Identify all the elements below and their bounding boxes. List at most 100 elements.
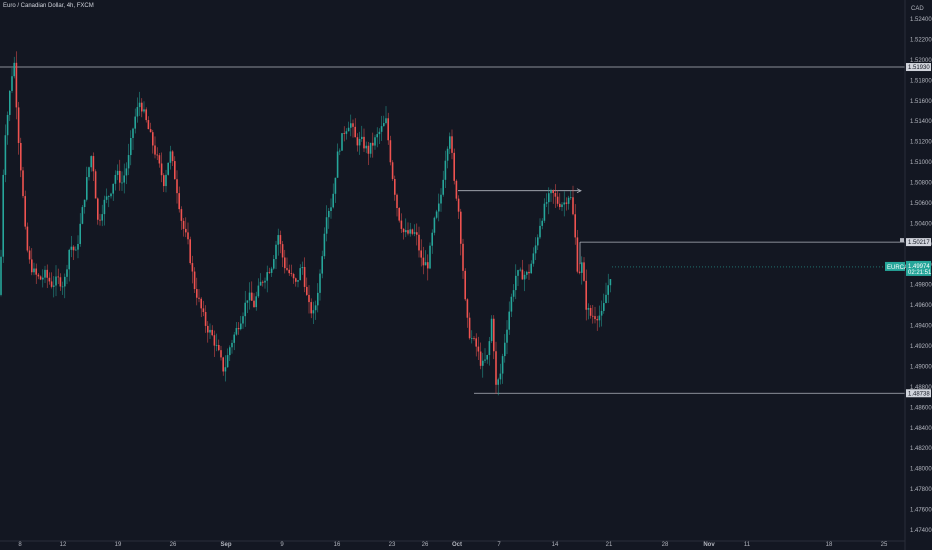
candle-body (600, 310, 603, 316)
candle-body (103, 199, 106, 215)
candle-body (4, 135, 7, 175)
candle-body (323, 233, 326, 257)
candle-body (559, 203, 561, 208)
candle-body (134, 116, 136, 129)
candle-body (231, 342, 233, 348)
candle-body (281, 244, 284, 258)
x-tick-label: 14 (552, 542, 559, 548)
candle-body (160, 163, 163, 176)
candle-body (345, 131, 348, 134)
symbol-tag: EURCAD (887, 265, 913, 271)
candle-body (66, 269, 68, 277)
candle-body (515, 275, 517, 291)
candle-body (266, 272, 268, 281)
candle-body (167, 162, 169, 175)
candle-body (438, 203, 440, 212)
x-tick-label: 11 (744, 542, 751, 548)
candle-body (539, 225, 541, 238)
candle-body (416, 232, 418, 235)
candle-body (13, 62, 15, 77)
candle-body (253, 300, 255, 308)
candle-body (59, 277, 62, 287)
candle-body (354, 126, 356, 138)
y-tick-label: 1.48600 (910, 405, 932, 411)
candle-body (196, 289, 198, 298)
candle-body (493, 318, 495, 352)
price-tag-countdown: 02:21:51 (908, 270, 932, 276)
candle-body (552, 190, 554, 194)
candle-body (257, 285, 260, 297)
candle-body (248, 292, 251, 301)
candle-body (422, 257, 425, 266)
candle-body (545, 202, 548, 204)
candle-body (213, 335, 216, 346)
candle-body (138, 102, 141, 108)
candle-body (488, 341, 491, 356)
x-tick-label: Sep (220, 542, 231, 548)
candle-body (532, 253, 535, 264)
candle-body (457, 198, 460, 212)
x-tick-label: Oct (452, 542, 462, 548)
candle-body (15, 62, 18, 108)
candle-body (202, 308, 205, 313)
candle-body (24, 196, 26, 227)
y-tick-label: 1.48200 (910, 446, 932, 452)
candle-body (477, 346, 480, 352)
candle-body (50, 281, 53, 287)
candle-body (81, 207, 84, 224)
candle-body (319, 273, 321, 293)
candle-body (365, 145, 367, 149)
candle-body (383, 123, 385, 127)
price-line-label: 1.48738 (908, 391, 930, 397)
chart-title: Euro / Canadian Dollar, 4h, FXCM (3, 3, 94, 9)
y-tick-label: 1.48800 (910, 385, 932, 391)
candle-body (405, 230, 407, 233)
candle-body (174, 161, 176, 180)
candle-body (130, 137, 132, 156)
candle-body (77, 243, 79, 250)
y-tick-label: 1.48400 (910, 426, 932, 432)
candle-body (424, 262, 427, 266)
candle-body (594, 316, 596, 320)
candle-body (486, 355, 488, 360)
candle-body (163, 175, 165, 187)
candle-body (273, 259, 275, 269)
x-tick-label: 23 (389, 542, 396, 548)
candle-body (72, 246, 75, 251)
y-tick-label: 1.47600 (910, 508, 932, 514)
candle-body (42, 277, 44, 280)
price-tag-bg (906, 260, 931, 276)
candle-body (427, 262, 429, 269)
candle-body (475, 338, 477, 347)
price-line-label-bg (906, 238, 931, 247)
candle-body (286, 268, 288, 270)
candle-body (297, 280, 299, 282)
candle-body (290, 273, 293, 275)
candle-body (442, 179, 444, 195)
candle-body (554, 193, 557, 197)
y-tick-label: 1.50400 (910, 221, 932, 227)
time-axis: 8 12 19 26 Sep 9 16 23 26 Oct 7 14 21 28 Nov 11 18 25 (0, 540, 905, 548)
candle-body (149, 129, 152, 133)
candle-body (548, 193, 550, 203)
candle-body (565, 202, 568, 204)
candle-body (398, 208, 400, 221)
candle-body (574, 214, 576, 238)
candle-body (99, 219, 101, 221)
candle-body (596, 319, 598, 321)
candle-body (178, 193, 180, 210)
candle-body (284, 257, 286, 269)
candle-body (380, 126, 383, 132)
candle-body (585, 280, 587, 310)
candle-body (193, 271, 196, 290)
candle-body (572, 197, 574, 215)
candle-body (116, 170, 119, 175)
candle-body (189, 239, 191, 264)
x-tick-label: 12 (60, 542, 67, 548)
candle-body (9, 90, 11, 115)
candle-body (185, 228, 187, 233)
alert-marker-icon (900, 238, 904, 243)
candle-body (295, 278, 297, 282)
candle-body (576, 237, 579, 272)
